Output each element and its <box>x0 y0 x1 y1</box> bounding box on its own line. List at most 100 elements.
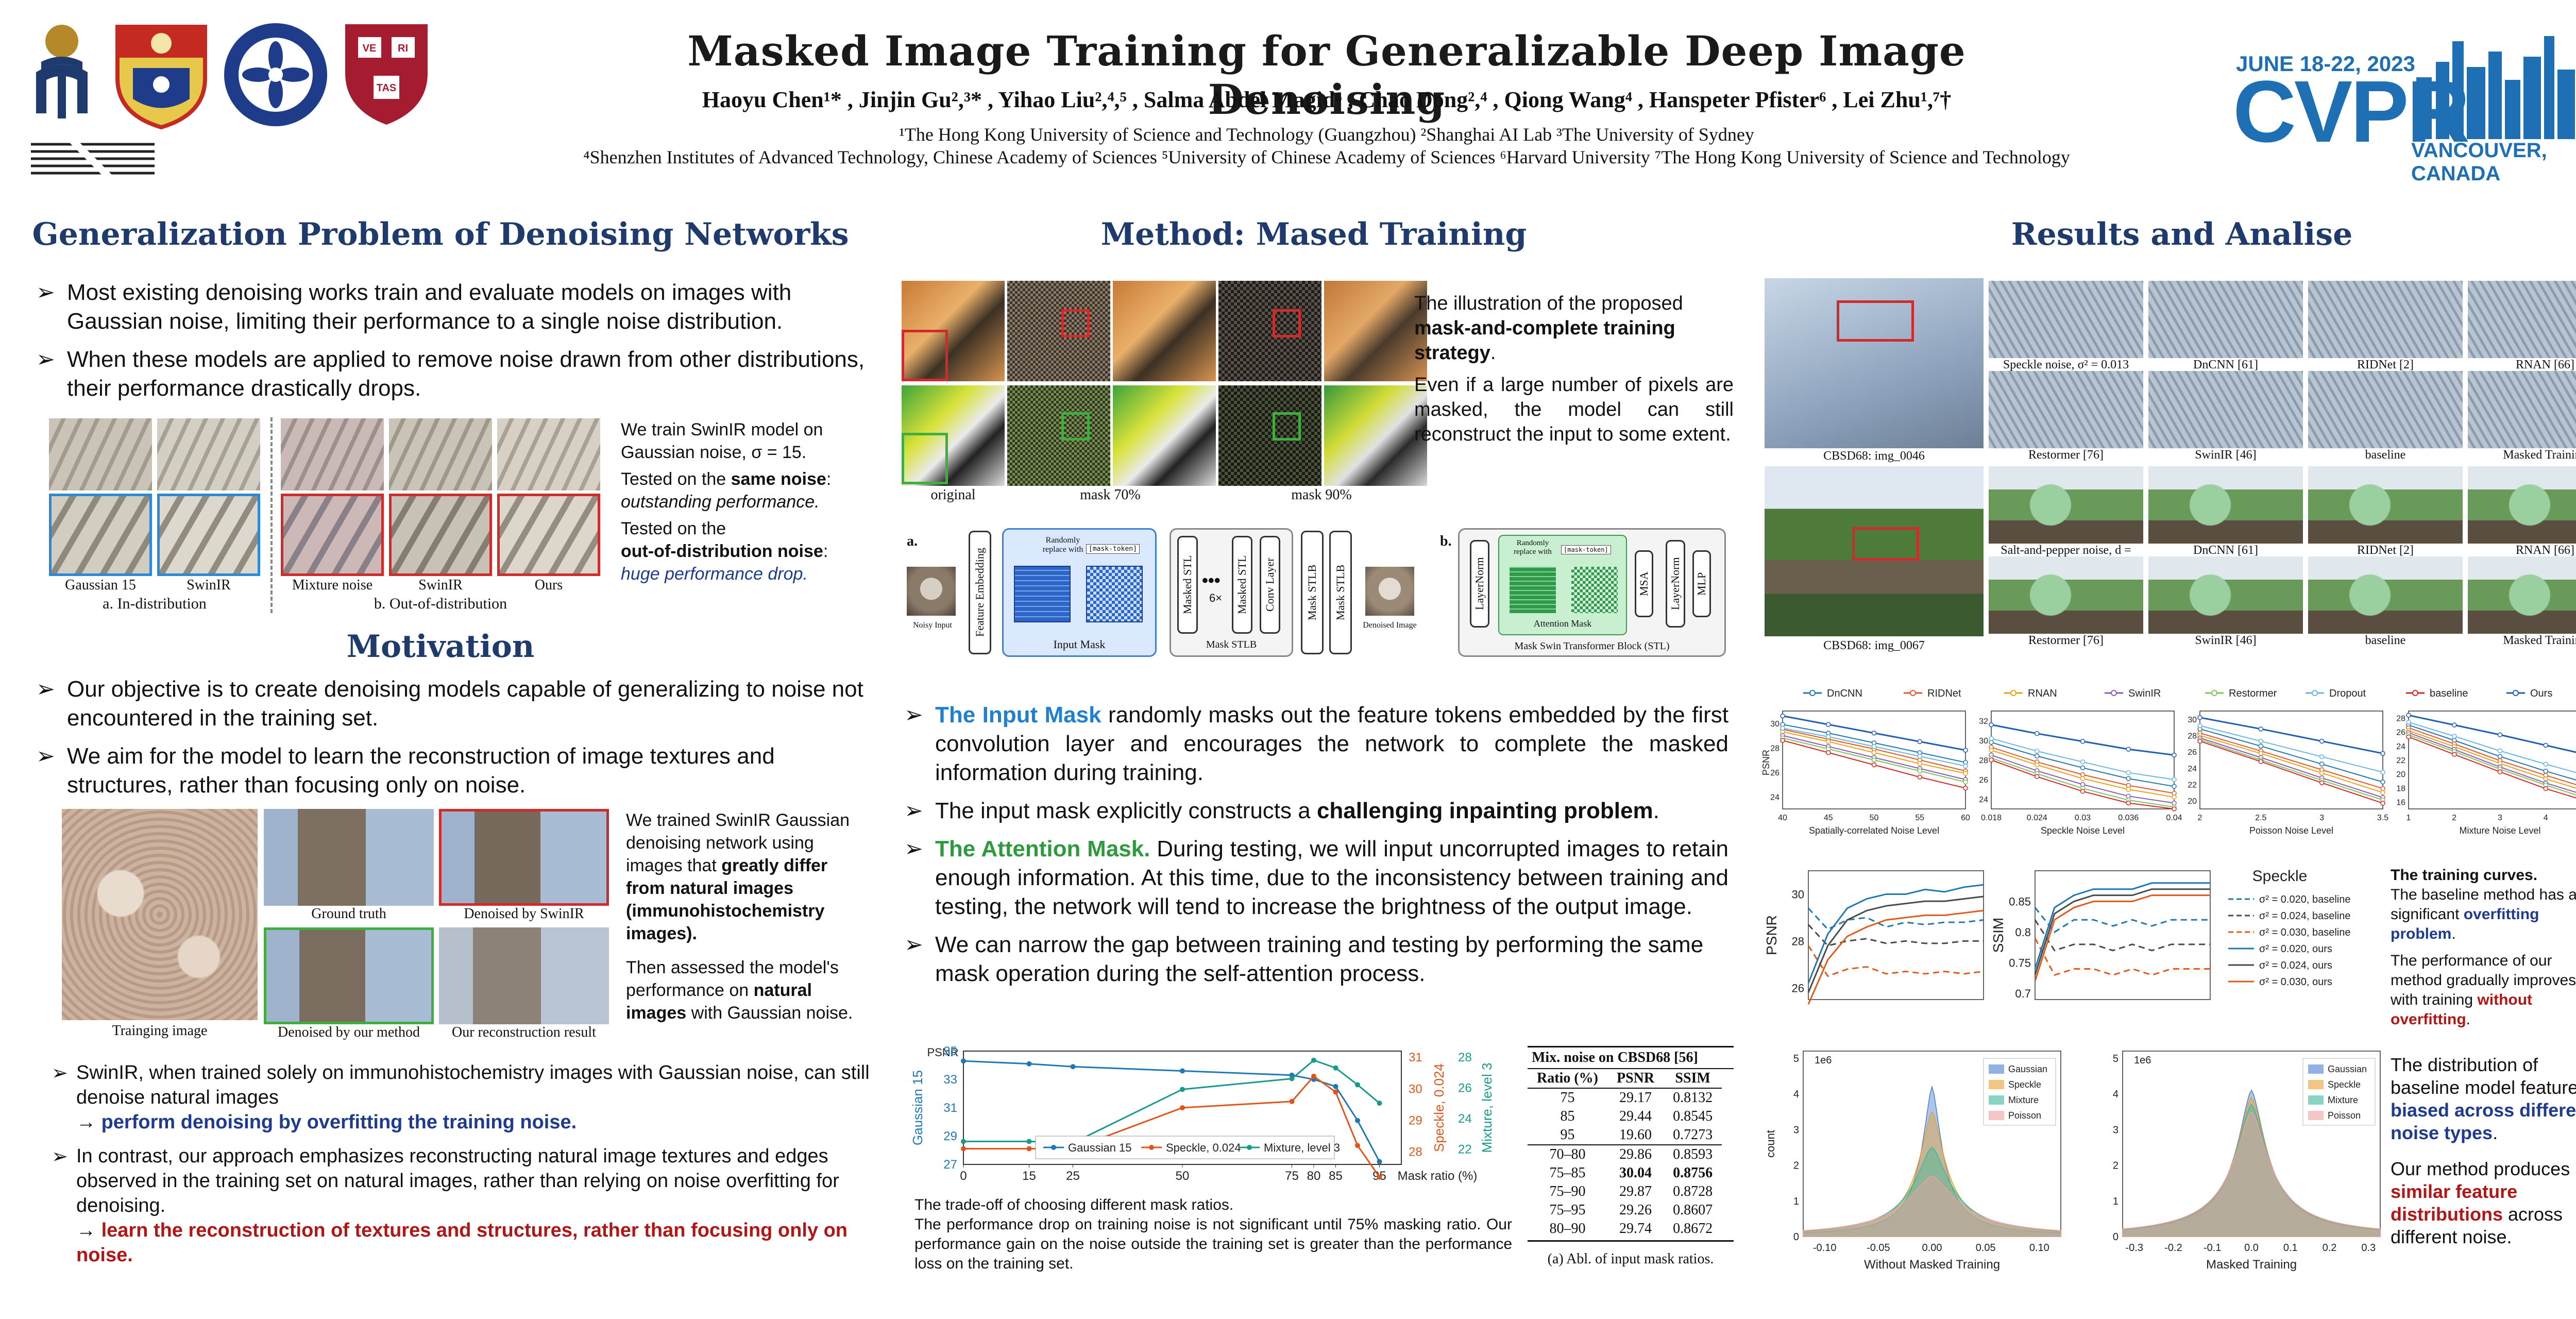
x-tick-label: 80 <box>1307 1169 1321 1183</box>
legend-label: Mixture <box>2008 1095 2039 1105</box>
table-header: PSNR <box>1616 1070 1655 1086</box>
data-point <box>1989 740 1994 745</box>
fig1-label: Gaussian 15 <box>65 577 136 593</box>
data-point <box>2380 801 2385 806</box>
swinir-thumb <box>157 418 260 491</box>
y-tick-label: 26 <box>1458 1081 1472 1095</box>
author-list: Haoyu Chen¹* , Jinjin Gu²,³* , Yihao Liu… <box>702 87 1952 112</box>
mask-ratio-tradeoff-chart: 015255075808595Mask ratio (%)PSNR2729313… <box>910 1044 1495 1183</box>
masking-desc-2: Even if a large number of pixels are mas… <box>1414 374 1734 445</box>
y-tick-label: 24 <box>2188 765 2197 773</box>
tradeoff-caption: The trade-off of choosing different mask… <box>914 1196 1512 1272</box>
data-point <box>2035 762 2040 768</box>
data-point <box>1355 1082 1360 1088</box>
x-tick-label: 85 <box>1329 1169 1343 1183</box>
series-line <box>2408 714 2576 753</box>
pyramid-image <box>1765 278 1984 448</box>
y-tick-label: 22 <box>1458 1142 1472 1156</box>
data-point <box>2080 759 2086 765</box>
y-tick-label: 20 <box>2188 797 2197 806</box>
data-point <box>1333 1084 1338 1089</box>
comparison-thumb <box>2308 371 2463 448</box>
y-tick-label: 2 <box>1793 1160 1799 1172</box>
tiger-recon70 <box>1113 281 1216 381</box>
x-tick-label: 45 <box>1824 814 1833 822</box>
masked-token-grid <box>1086 566 1143 622</box>
bullet-item: Our objective is to create denoising mod… <box>36 675 871 733</box>
cas-logo <box>222 21 330 129</box>
data-point <box>2543 768 2548 774</box>
y-tick-label: 30 <box>1792 888 1804 901</box>
series-line <box>2034 888 2210 975</box>
x-tick-label: 40 <box>1778 814 1787 822</box>
legend-title: Speckle <box>2252 868 2308 885</box>
table-cell: 30.04 <box>1619 1165 1652 1181</box>
data-point <box>1180 1087 1185 1092</box>
legend: Gaussian 15 Speckle, 0.024 Mixture, level … <box>1035 1136 1340 1159</box>
legend-label: Gaussian <box>2008 1064 2047 1074</box>
y-tick-label: 0.8 <box>2015 926 2031 939</box>
x-tick-label: 0.05 <box>1976 1242 1996 1254</box>
motivation-sub-bullets: SwinIR, when trained solely on immunohis… <box>52 1060 876 1277</box>
data-point <box>2319 780 2325 786</box>
legend-label: DnCNN <box>1827 688 1862 699</box>
y-tick-label: 5 <box>1793 1053 1799 1064</box>
thumb-caption: baseline <box>2365 448 2406 462</box>
y-tick-label: 16 <box>2396 798 2405 807</box>
data-point <box>2035 731 2040 736</box>
y-axis-label: Speckle, 0.024 <box>1431 1063 1447 1152</box>
legend-label: Gaussian 15 <box>1068 1141 1132 1154</box>
fig2-notes: We trained SwinIR Gaussian denoising net… <box>626 809 866 1024</box>
series-line <box>2034 882 2210 969</box>
data-point <box>961 1146 966 1152</box>
fig1-sub-a: a. In-distribution <box>103 595 207 612</box>
data-point <box>2126 747 2131 752</box>
data-point <box>2035 774 2040 780</box>
axis-unit: 1e6 <box>2134 1055 2151 1066</box>
fig1-label: SwinIR <box>187 577 231 593</box>
data-point <box>2172 800 2177 806</box>
x-tick-label: 50 <box>1870 814 1879 822</box>
x-axis-label: Mixture Noise Level <box>2459 825 2540 836</box>
series-line <box>1807 907 1984 931</box>
legend-marker <box>1247 1145 1252 1150</box>
comparison-thumb <box>2468 371 2576 448</box>
x-tick-label: 4 <box>2544 814 2548 822</box>
main-image-caption: CBSD68: img_0046 <box>1823 449 1925 463</box>
y-axis-label: count <box>1764 1130 1777 1158</box>
data-point <box>1963 771 1968 776</box>
axis-unit: 1e6 <box>1815 1055 1832 1066</box>
data-point <box>1826 722 1831 727</box>
legend-label: σ² = 0.020, baseline <box>2259 894 2350 905</box>
thumb-caption: RNAN [66] <box>2516 544 2574 557</box>
y-tick-label: 22 <box>2188 781 2197 790</box>
bullet-item: The Input Mask randomly masks out the fe… <box>904 701 1728 787</box>
data-point <box>1871 762 1877 768</box>
plot-frame <box>2408 711 2576 809</box>
data-point <box>1780 713 1785 719</box>
series-line <box>2199 717 2383 754</box>
table-cell: 75 <box>1560 1090 1575 1106</box>
token-grid <box>1014 566 1071 622</box>
fig2-label: Ground truth <box>311 906 386 922</box>
data-point <box>1917 754 1922 759</box>
fig1-note1: We train SwinIR model on Gaussian noise,… <box>621 420 823 462</box>
data-point <box>2080 765 2086 770</box>
legend-marker <box>1149 1145 1154 1150</box>
table-cell: 70–80 <box>1549 1146 1586 1162</box>
thumb-caption: Masked Training <box>2503 634 2576 647</box>
y-tick-label: 1 <box>2113 1196 2119 1207</box>
x-tick-label: 2 <box>2198 814 2202 822</box>
x-tick-label: 0.03 <box>2075 814 2091 822</box>
swinir-ood-thumb <box>389 418 492 491</box>
train-bridge-image <box>1765 466 1984 636</box>
y-tick-label: 35 <box>943 1044 957 1058</box>
table-row: 75 29.17 0.8132 <box>1528 1088 1722 1107</box>
noise-level-comparison-chart: DnCNN RIDNet RNAN SwinIR Restormer Dropout bas… <box>1762 688 2576 836</box>
legend-label: baseline <box>2430 688 2468 699</box>
data-point <box>2497 732 2503 737</box>
legend-marker <box>2211 690 2217 696</box>
legend-swatch <box>1989 1111 2004 1120</box>
series-line <box>2408 730 2576 789</box>
